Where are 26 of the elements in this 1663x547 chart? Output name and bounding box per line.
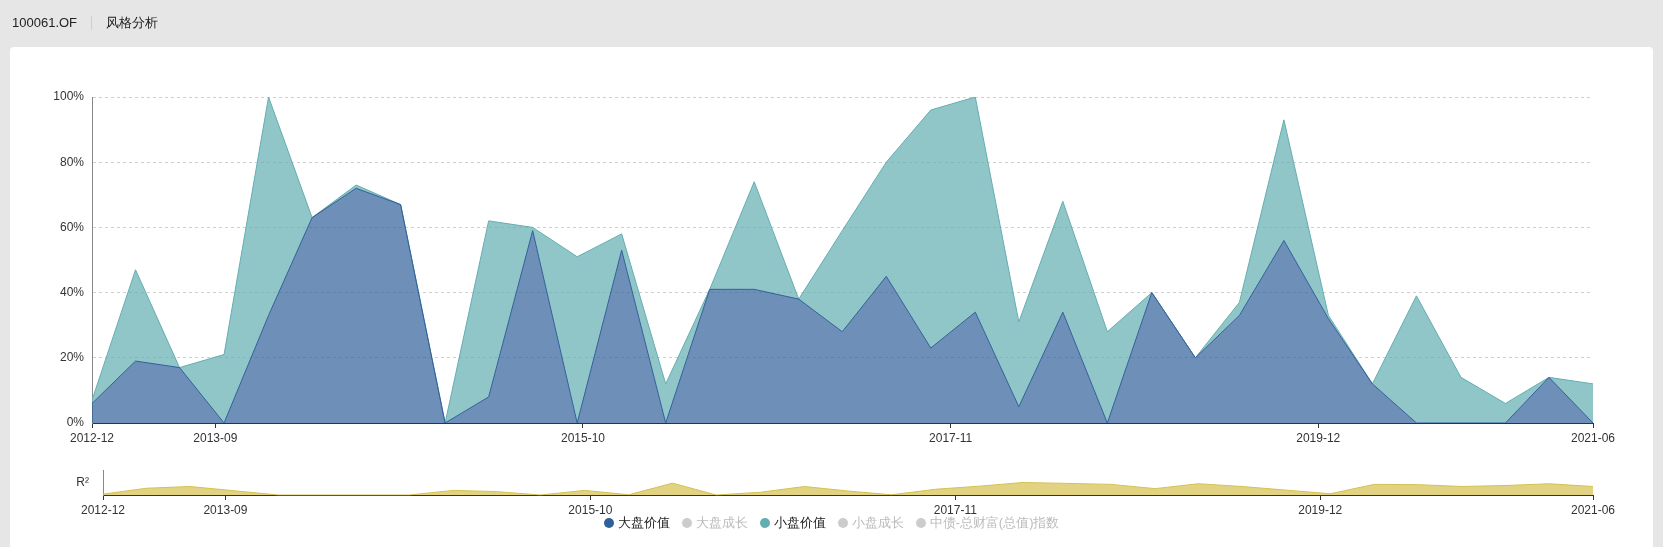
x-tick-label: 2021-06	[1570, 502, 1616, 517]
chart-title: 100061.OF	[12, 15, 78, 30]
chart-subtitle: 风格分析	[106, 13, 159, 32]
y-tick-label: 80%	[59, 154, 85, 169]
x-tick-label: 2012-12	[80, 502, 126, 517]
y-tick-label: 20%	[59, 350, 85, 365]
x-tick-label: 2013-09	[193, 430, 238, 445]
x-tick-label: 2015-10	[568, 502, 613, 517]
legend-label: 大盘成长	[695, 514, 748, 532]
x-tick-label: 2021-06	[1570, 430, 1616, 445]
legend-label: 中债-总财富(总值)指数	[929, 514, 1060, 532]
x-tick-label: 2012-12	[69, 430, 115, 445]
x-tick-label: 2015-10	[560, 430, 606, 445]
x-tick-label: 2017-11	[929, 430, 973, 445]
y-tick-label: 100%	[53, 89, 85, 104]
y-axis-title: R²	[76, 474, 89, 489]
y-tick-label: 40%	[59, 284, 85, 299]
legend-label: 大盘价值	[617, 514, 670, 532]
y-tick-label: 0%	[66, 415, 85, 430]
x-tick-label: 2013-09	[203, 502, 248, 517]
x-tick-label: 2017-11	[933, 502, 978, 517]
legend-label: 小盘成长	[851, 514, 904, 532]
legend-label: 小盘价值	[773, 514, 826, 532]
x-tick-label: 2019-12	[1298, 502, 1343, 517]
x-tick-label: 2019-12	[1296, 430, 1341, 445]
y-tick-label: 60%	[59, 219, 85, 234]
